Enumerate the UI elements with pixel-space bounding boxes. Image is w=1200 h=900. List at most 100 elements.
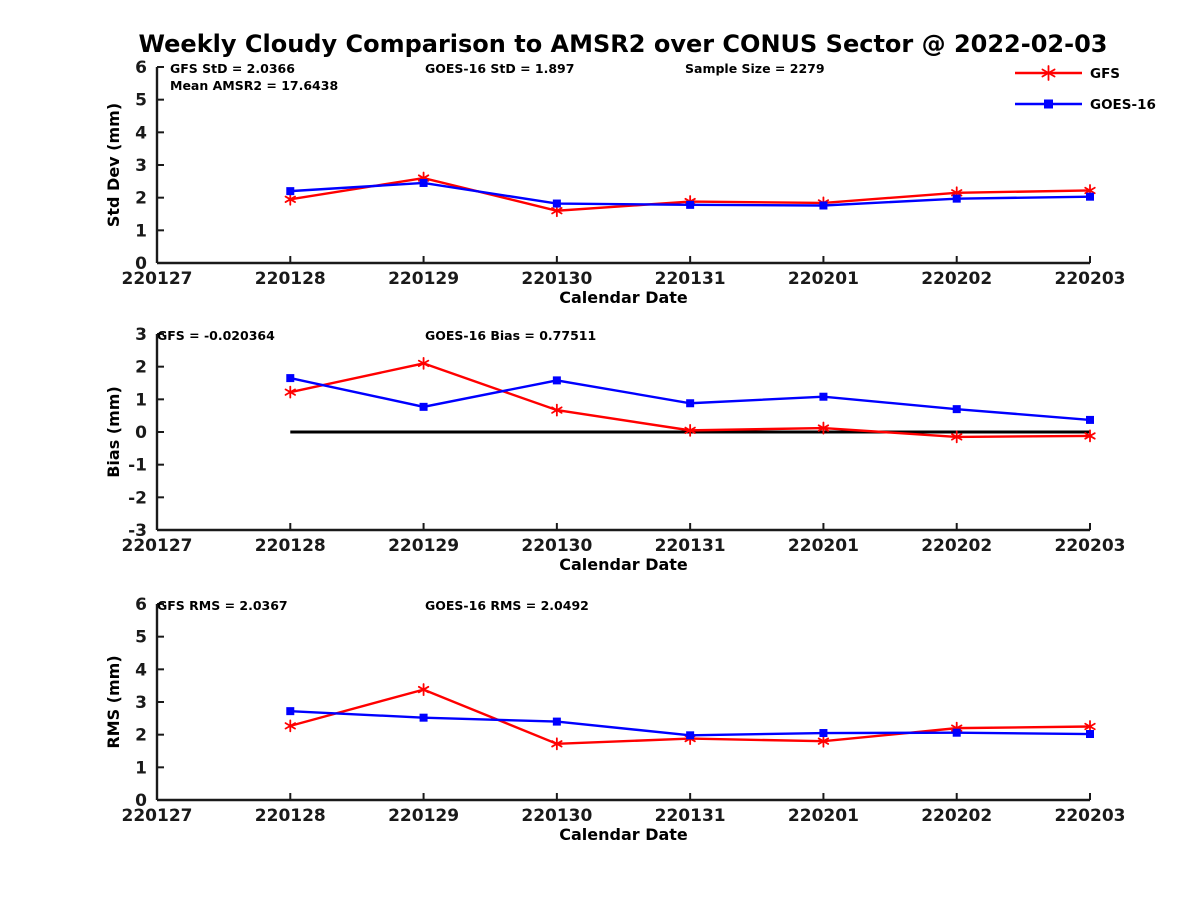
asterisk-marker — [684, 423, 696, 437]
legend-label: GOES-16 — [1090, 97, 1156, 113]
legend-label: GFS — [1090, 66, 1120, 82]
asterisk-marker — [551, 737, 563, 751]
stddev-chart: 0 1 2 3 4 5 6 220127 220128 220129 220130 220131 220… — [104, 58, 1156, 307]
x-axis-title: Calendar Date — [559, 555, 688, 574]
y-tick-label: 1 — [135, 221, 147, 241]
square-marker — [286, 707, 295, 716]
x-axis-title: Calendar Date — [559, 288, 688, 307]
x-tick-label: 220203 — [1055, 536, 1126, 556]
square-marker — [552, 376, 561, 385]
x-tick-label: 220202 — [921, 269, 992, 289]
asterisk-marker — [551, 403, 563, 417]
square-marker — [952, 728, 961, 737]
square-marker — [686, 200, 695, 209]
y-tick-label: 4 — [135, 123, 147, 143]
x-tick-label: 220130 — [521, 269, 592, 289]
y-tick-label: 1 — [135, 390, 147, 410]
square-marker — [419, 178, 428, 187]
x-tick-label: 220128 — [255, 806, 326, 826]
asterisk-marker — [1084, 429, 1096, 443]
y-tick-label: 3 — [135, 325, 147, 345]
y-tick-label: 0 — [135, 791, 147, 811]
x-tick-label: 220202 — [921, 806, 992, 826]
chart-annotation: Sample Size = 2279 — [685, 61, 825, 76]
x-tick-label: 220201 — [788, 536, 859, 556]
y-tick-label: 2 — [135, 189, 147, 209]
x-tick-label: 220131 — [655, 536, 726, 556]
x-tick-label: 220131 — [655, 806, 726, 826]
asterisk-marker — [284, 719, 296, 733]
figure-title: Weekly Cloudy Comparison to AMSR2 over C… — [138, 30, 1108, 58]
y-tick-label: 6 — [135, 595, 147, 615]
y-tick-label: 0 — [135, 423, 147, 443]
square-marker — [952, 194, 961, 203]
x-tick-label: 220128 — [255, 269, 326, 289]
square-marker — [819, 201, 828, 210]
y-tick-label: 4 — [135, 660, 147, 680]
asterisk-marker — [951, 430, 963, 444]
y-axis-title: RMS (mm) — [104, 655, 123, 748]
y-tick-label: 2 — [135, 726, 147, 746]
square-marker — [686, 731, 695, 740]
square-marker — [552, 717, 561, 726]
square-marker — [952, 405, 961, 414]
chart-annotation: GOES-16 RMS = 2.0492 — [425, 598, 589, 613]
x-tick-label: 220127 — [122, 536, 193, 556]
asterisk-marker — [284, 192, 296, 206]
chart-annotation: GFS StD = 2.0366 — [170, 61, 295, 76]
x-tick-label: 220127 — [122, 269, 193, 289]
x-tick-label: 220131 — [655, 269, 726, 289]
asterisk-marker — [817, 421, 830, 435]
y-tick-label: -1 — [128, 456, 147, 476]
asterisk-marker — [817, 734, 830, 748]
x-tick-label: 220129 — [388, 806, 459, 826]
asterisk-marker — [417, 357, 430, 370]
asterisk-marker — [417, 683, 430, 696]
chart-annotation: GFS = -0.020364 — [157, 328, 275, 343]
square-marker — [1086, 415, 1094, 424]
y-tick-label: -2 — [128, 488, 147, 508]
y-tick-label: 3 — [135, 693, 147, 713]
y-tick-label: 6 — [135, 58, 147, 78]
square-marker — [286, 374, 295, 383]
square-marker — [1086, 192, 1094, 201]
y-tick-label: 1 — [135, 758, 147, 778]
y-axis-title: Bias (mm) — [104, 386, 123, 478]
chart-annotation: GOES-16 Bias = 0.77511 — [425, 328, 596, 343]
x-tick-label: 220127 — [122, 806, 193, 826]
square-marker — [419, 402, 428, 411]
x-tick-label: 220128 — [255, 536, 326, 556]
x-tick-label: 220129 — [388, 269, 459, 289]
square-marker — [819, 392, 828, 401]
x-tick-label: 220202 — [921, 536, 992, 556]
y-tick-label: 0 — [135, 254, 147, 274]
y-tick-label: -3 — [128, 521, 147, 541]
x-tick-label: 220201 — [788, 269, 859, 289]
rms-chart: 0 1 2 3 4 5 6 220127 220128 220129 220130 220131 220… — [104, 595, 1126, 844]
series-line-goes-16 — [290, 376, 1091, 422]
asterisk-marker — [284, 385, 296, 399]
chart-annotation: GFS RMS = 2.0367 — [157, 598, 288, 613]
x-tick-label: 220201 — [788, 806, 859, 826]
square-marker — [552, 199, 561, 208]
chart-annotation: GOES-16 StD = 1.897 — [425, 61, 574, 76]
y-tick-label: 3 — [135, 156, 147, 176]
chart-annotation: Mean AMSR2 = 17.6438 — [170, 78, 338, 93]
square-marker — [419, 713, 428, 722]
x-tick-label: 220130 — [521, 806, 592, 826]
y-tick-label: 5 — [135, 628, 147, 648]
square-marker — [686, 399, 695, 408]
x-axis-title: Calendar Date — [559, 825, 688, 844]
square-marker — [1086, 730, 1094, 739]
bias-chart: -3 -2 -1 0 1 2 3 220127 220128 220129 220130 220131… — [104, 325, 1126, 574]
square-marker — [286, 187, 295, 196]
asterisk-marker — [1041, 65, 1056, 81]
square-marker — [819, 729, 828, 738]
square-marker — [1044, 99, 1053, 109]
x-tick-label: 220130 — [521, 536, 592, 556]
x-tick-label: 220203 — [1055, 806, 1126, 826]
y-tick-label: 2 — [135, 358, 147, 378]
x-tick-label: 220203 — [1055, 269, 1126, 289]
x-tick-label: 220129 — [388, 536, 459, 556]
y-tick-label: 5 — [135, 91, 147, 111]
